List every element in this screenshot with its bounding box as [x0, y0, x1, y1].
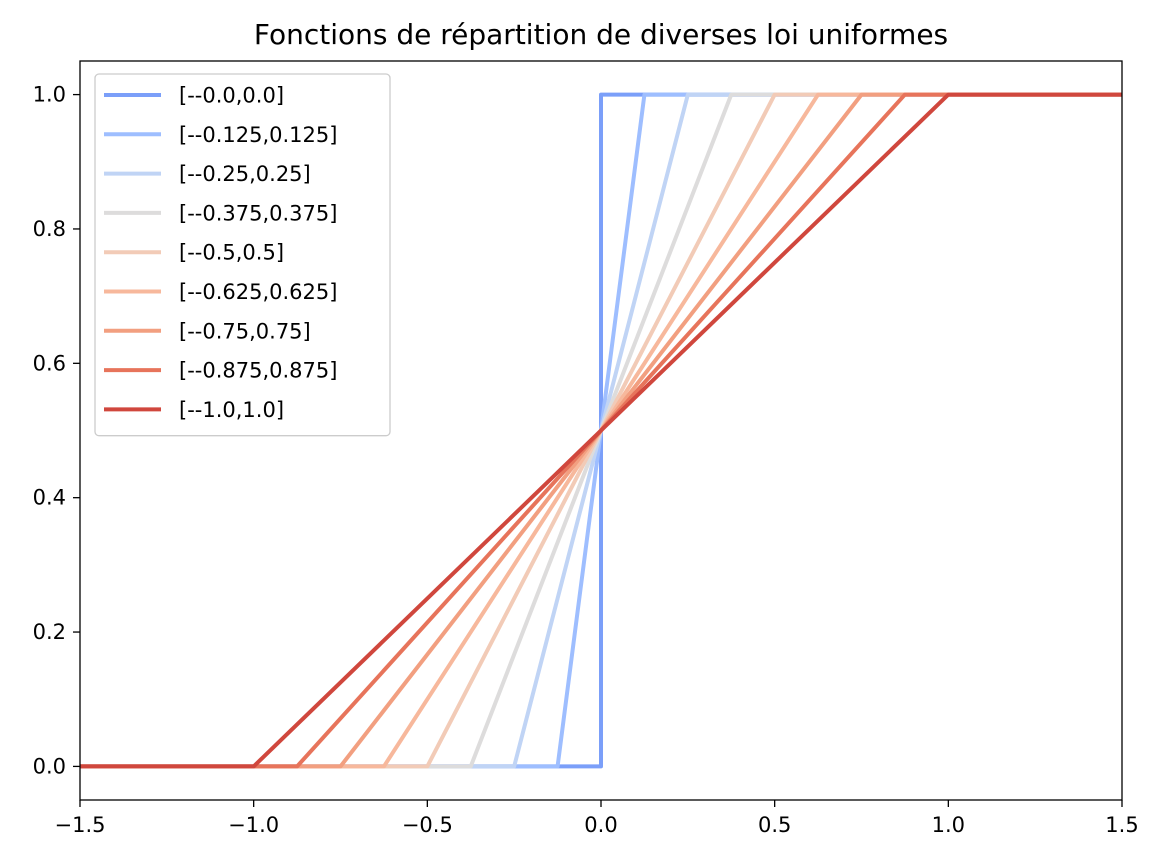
legend-label-5: [--0.625,0.625] [179, 280, 337, 304]
y-tick-label: 0.0 [33, 754, 66, 778]
legend-label-1: [--0.125,0.125] [179, 123, 337, 147]
x-tick-label: 0.0 [584, 813, 617, 837]
legend-label-8: [--1.0,1.0] [179, 398, 284, 422]
legend-label-4: [--0.5,0.5] [179, 241, 284, 265]
chart-title: Fonctions de répartition de diverses loi… [254, 18, 948, 51]
y-tick-label: 0.2 [33, 620, 66, 644]
x-tick-label: 1.5 [1105, 813, 1138, 837]
series-layer [80, 92, 1122, 769]
x-tick-label: −0.5 [402, 813, 453, 837]
x-tick-label: 1.0 [932, 813, 965, 837]
x-tick-label: −1.5 [55, 813, 106, 837]
y-tick-label: 0.8 [33, 217, 66, 241]
y-tick-label: 1.0 [33, 83, 66, 107]
y-tick-label: 0.4 [33, 486, 66, 510]
legend-label-0: [--0.0,0.0] [179, 84, 284, 108]
legend-label-7: [--0.875,0.875] [179, 359, 337, 383]
y-axis: 0.0 0.2 0.4 0.6 0.8 1.0 [33, 83, 80, 778]
x-axis: −1.5 −1.0 −0.5 0.0 0.5 1.0 1.5 [55, 800, 1139, 837]
x-tick-label: 0.5 [758, 813, 791, 837]
y-tick-label: 0.6 [33, 351, 66, 375]
legend-box [94, 73, 391, 437]
legend-label-6: [--0.75,0.75] [179, 319, 311, 343]
legend: [--0.0,0.0] [--0.125,0.125] [--0.25,0.25] [… [94, 73, 391, 437]
legend-label-3: [--0.375,0.375] [179, 201, 337, 225]
series-line-8 [80, 92, 1122, 769]
x-tick-label: −1.0 [228, 813, 279, 837]
legend-label-2: [--0.25,0.25] [179, 162, 311, 186]
